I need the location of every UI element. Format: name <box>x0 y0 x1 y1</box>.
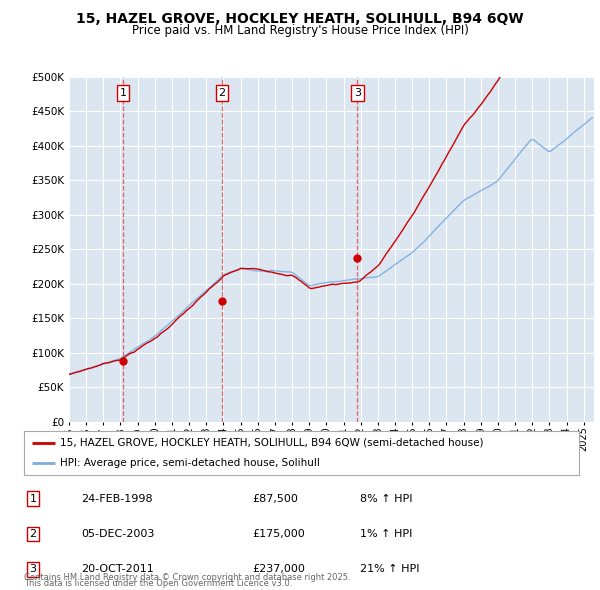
Text: 1: 1 <box>29 494 37 503</box>
Text: 24-FEB-1998: 24-FEB-1998 <box>81 494 152 503</box>
Text: 2: 2 <box>29 529 37 539</box>
Text: 3: 3 <box>29 565 37 574</box>
Text: 1: 1 <box>119 88 127 99</box>
Text: This data is licensed under the Open Government Licence v3.0.: This data is licensed under the Open Gov… <box>24 579 292 588</box>
Text: Contains HM Land Registry data © Crown copyright and database right 2025.: Contains HM Land Registry data © Crown c… <box>24 573 350 582</box>
Text: 2: 2 <box>218 88 226 99</box>
Text: 05-DEC-2003: 05-DEC-2003 <box>81 529 154 539</box>
Text: 20-OCT-2011: 20-OCT-2011 <box>81 565 154 574</box>
Text: 3: 3 <box>354 88 361 99</box>
Text: HPI: Average price, semi-detached house, Solihull: HPI: Average price, semi-detached house,… <box>60 458 320 468</box>
Text: £175,000: £175,000 <box>252 529 305 539</box>
Text: £237,000: £237,000 <box>252 565 305 574</box>
Text: 1% ↑ HPI: 1% ↑ HPI <box>360 529 412 539</box>
Text: 8% ↑ HPI: 8% ↑ HPI <box>360 494 413 503</box>
Text: 21% ↑ HPI: 21% ↑ HPI <box>360 565 419 574</box>
Text: 15, HAZEL GROVE, HOCKLEY HEATH, SOLIHULL, B94 6QW: 15, HAZEL GROVE, HOCKLEY HEATH, SOLIHULL… <box>76 12 524 26</box>
Text: £87,500: £87,500 <box>252 494 298 503</box>
Text: 15, HAZEL GROVE, HOCKLEY HEATH, SOLIHULL, B94 6QW (semi-detached house): 15, HAZEL GROVE, HOCKLEY HEATH, SOLIHULL… <box>60 438 484 448</box>
Text: Price paid vs. HM Land Registry's House Price Index (HPI): Price paid vs. HM Land Registry's House … <box>131 24 469 37</box>
